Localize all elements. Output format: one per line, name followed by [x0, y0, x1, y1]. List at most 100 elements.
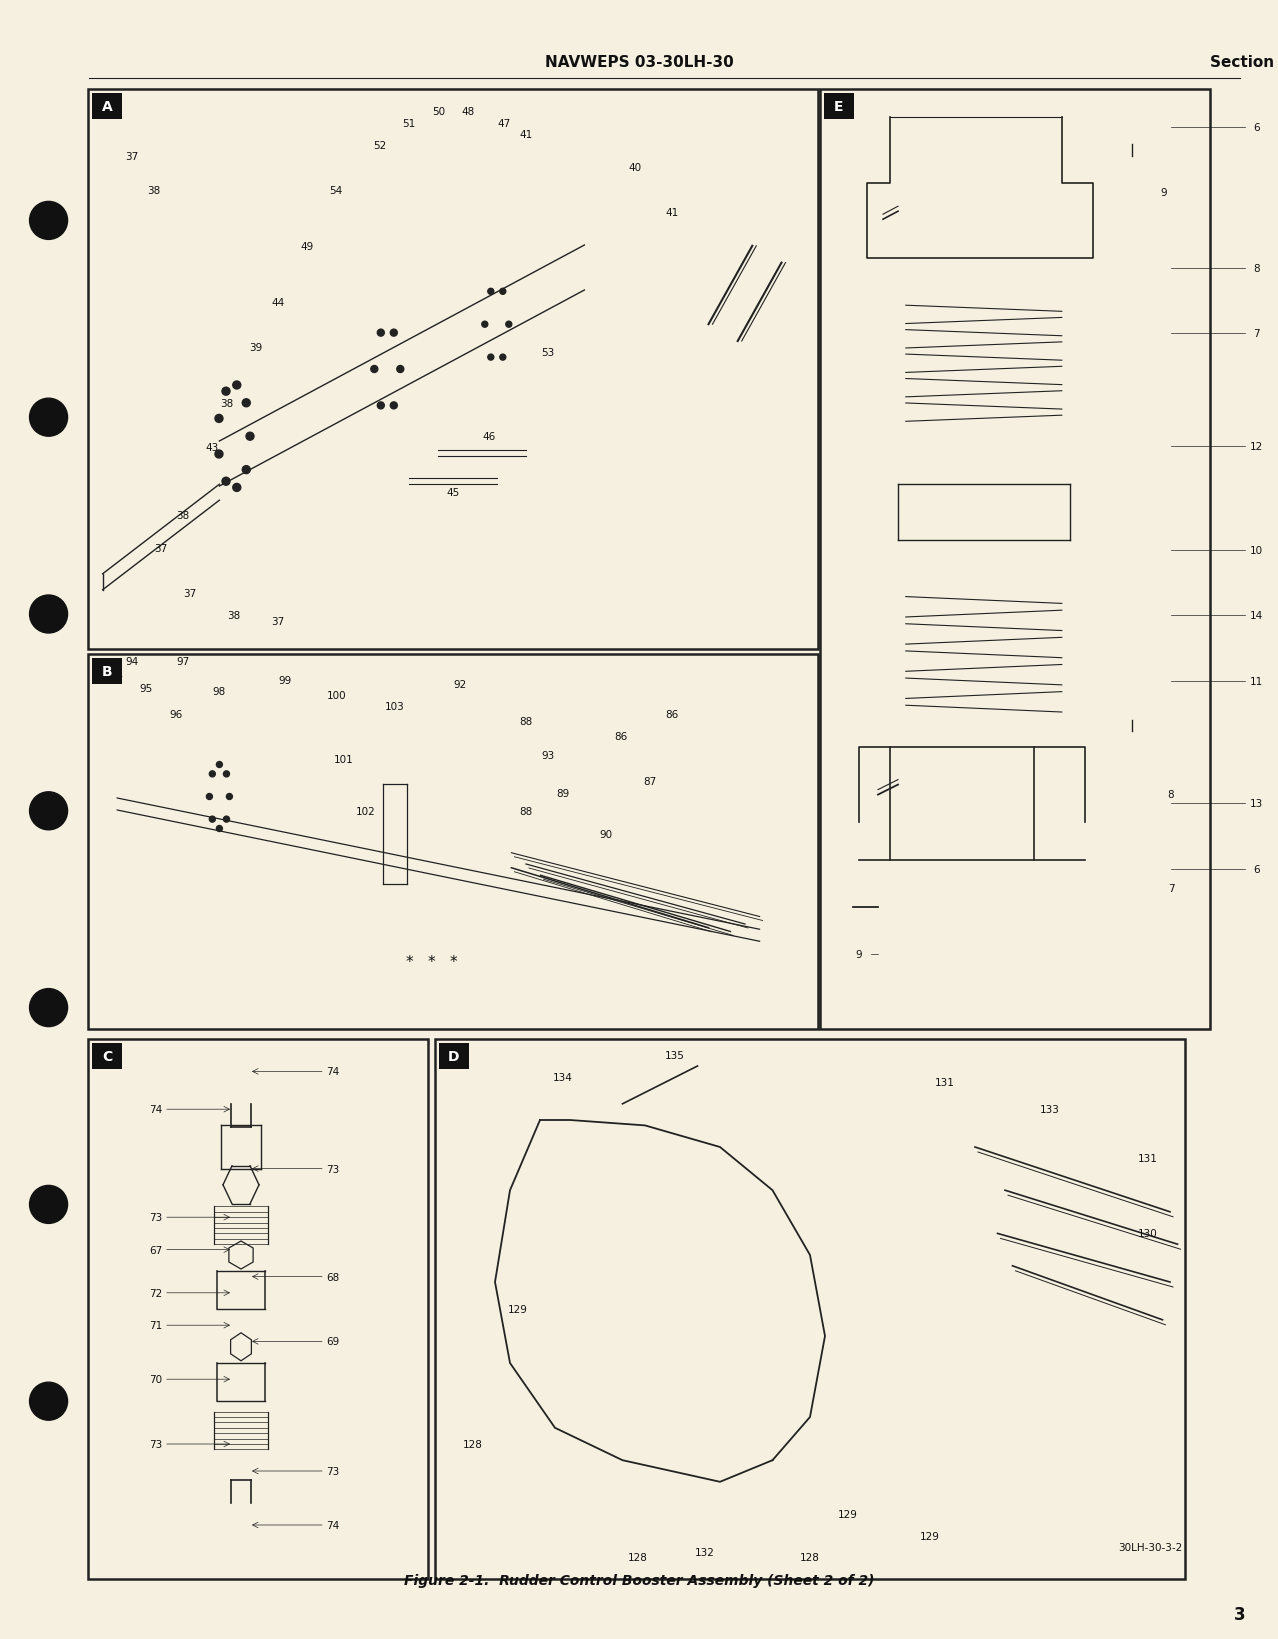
Text: 134: 134	[552, 1072, 573, 1082]
Text: 95: 95	[139, 683, 153, 693]
Text: 7: 7	[1254, 329, 1260, 339]
Text: 72: 72	[150, 1288, 162, 1298]
Text: 6: 6	[1254, 865, 1260, 875]
Circle shape	[29, 792, 68, 831]
Text: 9: 9	[1160, 188, 1167, 198]
Circle shape	[216, 762, 222, 769]
Text: 132: 132	[695, 1547, 714, 1557]
Text: Figure 2-1.  Rudder Control Booster Assembly (Sheet 2 of 2): Figure 2-1. Rudder Control Booster Assem…	[404, 1573, 874, 1587]
Text: 129: 129	[920, 1531, 939, 1541]
Text: 67: 67	[150, 1246, 162, 1255]
Text: *: *	[427, 954, 435, 969]
Circle shape	[224, 772, 230, 777]
Circle shape	[29, 1185, 68, 1224]
Circle shape	[500, 288, 506, 295]
Text: 102: 102	[355, 806, 376, 816]
Text: 69: 69	[326, 1336, 340, 1347]
Text: 101: 101	[334, 754, 354, 764]
Text: 131: 131	[935, 1077, 955, 1088]
Bar	[440, 1044, 469, 1069]
Text: 88: 88	[519, 718, 533, 728]
Text: 38: 38	[147, 185, 160, 195]
Text: 131: 131	[1137, 1154, 1158, 1164]
Text: 128: 128	[627, 1552, 648, 1562]
Text: C: C	[102, 1049, 112, 1064]
Text: 8: 8	[1168, 790, 1174, 800]
Circle shape	[29, 988, 68, 1028]
Text: 13: 13	[1250, 798, 1264, 810]
Text: 11: 11	[1250, 677, 1264, 687]
Text: 37: 37	[184, 588, 197, 598]
Text: 3: 3	[1235, 1606, 1246, 1623]
Text: 128: 128	[463, 1439, 482, 1449]
Text: NAVWEPS 03-30LH-30: NAVWEPS 03-30LH-30	[544, 54, 734, 70]
Text: A: A	[102, 100, 112, 115]
Bar	[92, 1044, 121, 1069]
Text: 37: 37	[155, 544, 167, 554]
Circle shape	[222, 388, 230, 397]
Text: 130: 130	[1137, 1229, 1158, 1239]
Text: 12: 12	[1250, 443, 1264, 452]
Bar	[88, 1039, 428, 1578]
Circle shape	[233, 382, 240, 390]
Text: 48: 48	[461, 107, 474, 118]
Text: 93: 93	[542, 751, 555, 760]
Circle shape	[245, 433, 254, 441]
Text: 74: 74	[150, 1105, 162, 1115]
Circle shape	[210, 772, 215, 777]
Text: 38: 38	[176, 510, 189, 520]
Bar	[92, 93, 121, 120]
Text: 89: 89	[556, 788, 569, 798]
Text: 41: 41	[519, 129, 533, 139]
Text: 38: 38	[220, 398, 234, 408]
Circle shape	[29, 202, 68, 241]
Text: Section II: Section II	[1210, 54, 1278, 70]
Bar	[820, 90, 1210, 1029]
Circle shape	[390, 329, 397, 338]
Text: 6: 6	[1254, 123, 1260, 133]
Text: 41: 41	[666, 208, 679, 218]
Bar	[824, 93, 854, 120]
Text: 30LH-30-3-2: 30LH-30-3-2	[1118, 1542, 1182, 1552]
Text: E: E	[835, 100, 843, 115]
Circle shape	[506, 321, 511, 328]
Circle shape	[377, 329, 385, 338]
Text: 52: 52	[373, 141, 387, 151]
Text: 73: 73	[150, 1213, 162, 1223]
Text: 49: 49	[300, 241, 313, 252]
Text: 71: 71	[150, 1321, 162, 1331]
Text: 128: 128	[800, 1552, 820, 1562]
Circle shape	[210, 816, 215, 823]
Text: 100: 100	[326, 690, 346, 701]
Text: 90: 90	[599, 829, 613, 839]
Circle shape	[500, 356, 506, 361]
Text: 9: 9	[856, 949, 863, 959]
Text: D: D	[449, 1049, 460, 1064]
Text: 92: 92	[454, 680, 466, 690]
Text: 10: 10	[1250, 546, 1264, 556]
Text: 14: 14	[1250, 611, 1264, 621]
Bar	[88, 90, 818, 649]
Text: 87: 87	[644, 777, 657, 787]
Text: 88: 88	[519, 806, 533, 816]
Text: 94: 94	[125, 657, 138, 667]
Text: B: B	[102, 664, 112, 679]
Circle shape	[396, 365, 404, 374]
Text: *: *	[449, 954, 456, 969]
Text: 129: 129	[507, 1305, 528, 1314]
Circle shape	[482, 321, 488, 328]
Text: 99: 99	[279, 675, 291, 685]
Circle shape	[488, 356, 493, 361]
Text: 74: 74	[326, 1519, 340, 1531]
Text: 135: 135	[665, 1051, 685, 1060]
Circle shape	[226, 793, 233, 800]
Text: 97: 97	[176, 657, 189, 667]
Text: 91: 91	[111, 669, 124, 679]
Circle shape	[390, 403, 397, 410]
Text: 54: 54	[330, 185, 343, 195]
Circle shape	[29, 1382, 68, 1421]
Text: 73: 73	[326, 1467, 340, 1477]
Circle shape	[243, 467, 250, 474]
Circle shape	[215, 415, 222, 423]
Circle shape	[233, 484, 240, 492]
